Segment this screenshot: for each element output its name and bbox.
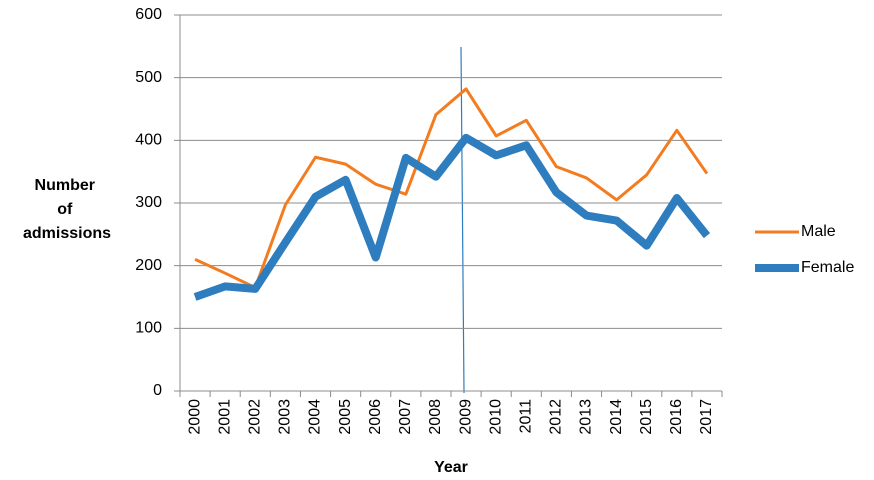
y-tick-label: 500 <box>135 69 162 86</box>
y-tick-label: 0 <box>153 382 162 399</box>
x-tick-label: 2013 <box>578 399 595 435</box>
y-tick-label: 200 <box>135 257 162 274</box>
x-tick-label: 2006 <box>367 399 384 435</box>
x-tick-label: 2000 <box>186 399 203 435</box>
x-axis-title: Year <box>434 459 468 476</box>
x-tick-label: 2003 <box>277 399 294 435</box>
y-tick-label: 600 <box>135 6 162 23</box>
x-tick-label: 2007 <box>397 399 414 435</box>
y-tick-label: 300 <box>135 194 162 211</box>
x-tick-label: 2016 <box>668 399 685 435</box>
legend-label: Female <box>801 259 854 276</box>
x-tick-label: 2002 <box>246 399 263 435</box>
x-tick-label: 2015 <box>638 399 655 435</box>
x-tick-label: 2010 <box>487 399 504 435</box>
y-tick-label: 400 <box>135 132 162 149</box>
x-tick-label: 2009 <box>457 399 474 435</box>
x-tick-label: 2017 <box>698 399 715 435</box>
y-axis-title: Number of admissions <box>23 177 111 242</box>
series-line <box>194 87 709 290</box>
series-line <box>193 133 711 301</box>
x-tick-label: 2001 <box>216 399 233 435</box>
x-tick-label: 2008 <box>427 399 444 435</box>
x-tick-label: 2011 <box>517 399 534 434</box>
y-tick-label: 100 <box>135 320 162 337</box>
x-tick-label: 2004 <box>307 399 324 435</box>
x-tick-label: 2012 <box>548 399 565 435</box>
x-tick-label: 2005 <box>337 399 354 435</box>
x-tick-label: 2014 <box>608 399 625 435</box>
annotation-line <box>460 46 465 394</box>
legend-label: Male <box>801 223 836 240</box>
